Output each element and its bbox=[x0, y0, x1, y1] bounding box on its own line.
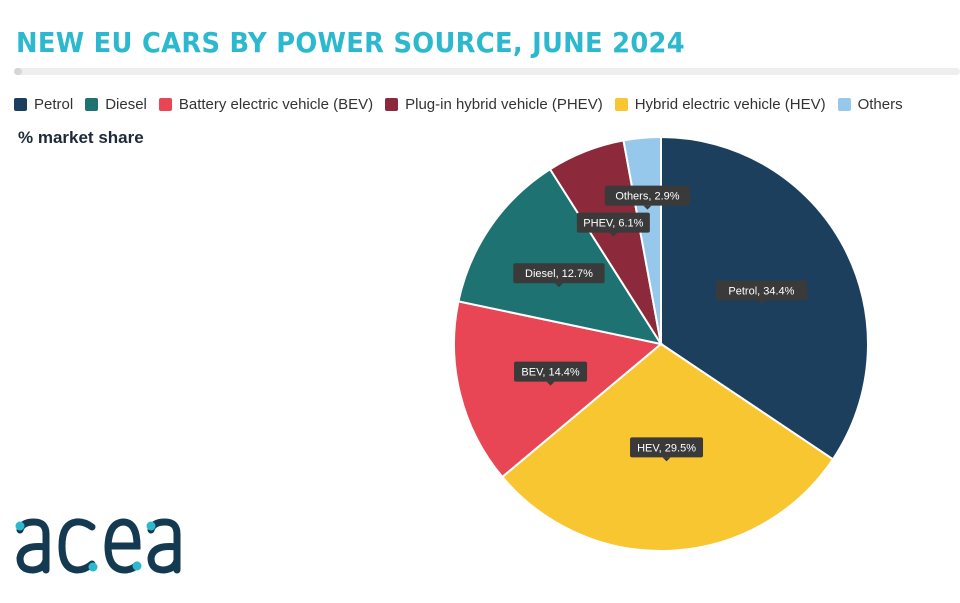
legend-item[interactable]: Diesel bbox=[85, 96, 147, 113]
legend-label: Petrol bbox=[34, 96, 74, 113]
legend-item[interactable]: Petrol bbox=[14, 96, 73, 113]
slice-label-text: BEV, 14.4% bbox=[521, 367, 580, 379]
slice-data-label: Petrol, 34.4% bbox=[715, 280, 808, 305]
chart-title: NEW EU CARS BY POWER SOURCE, JUNE 2024 bbox=[16, 26, 685, 59]
slice-label-box bbox=[576, 212, 650, 233]
slice-label-text: Petrol, 34.4% bbox=[728, 285, 794, 297]
slice-label-pointer bbox=[546, 381, 555, 386]
slice-label-box bbox=[514, 361, 588, 382]
legend-label: Others bbox=[857, 96, 903, 113]
slice-label-pointer bbox=[757, 300, 766, 305]
legend-swatch bbox=[85, 98, 99, 111]
legend-label: Diesel bbox=[105, 96, 147, 113]
legend-label: Hybrid electric vehicle (HEV) bbox=[634, 96, 826, 113]
pie-slice[interactable] bbox=[453, 300, 664, 479]
slice-data-label: HEV, 29.5% bbox=[630, 437, 704, 462]
slice-label-text: Others, 2.9% bbox=[615, 191, 679, 203]
slice-label-pointer bbox=[662, 457, 671, 462]
slice-label-box bbox=[513, 263, 605, 284]
slice-data-label: Diesel, 12.7% bbox=[513, 263, 605, 288]
slice-label-pointer bbox=[643, 205, 652, 210]
slice-label-box bbox=[715, 280, 808, 301]
slice-label-pointer bbox=[554, 283, 563, 288]
slice-label-text: PHEV, 6.1% bbox=[583, 218, 643, 230]
legend-swatch bbox=[14, 98, 27, 111]
legend-label: Plug-in hybrid vehicle (PHEV) bbox=[405, 96, 603, 113]
legend-swatch bbox=[385, 98, 399, 111]
slice-label-box bbox=[604, 185, 691, 206]
slice-data-label: PHEV, 6.1% bbox=[576, 212, 650, 237]
slice-label-box bbox=[630, 437, 704, 458]
legend-swatch bbox=[837, 98, 851, 111]
pie-slice[interactable] bbox=[457, 167, 664, 346]
legend-item[interactable]: Battery electric vehicle (BEV) bbox=[158, 96, 374, 113]
legend-label: Battery electric vehicle (BEV) bbox=[178, 96, 374, 113]
slice-data-label: Others, 2.9% bbox=[604, 185, 691, 210]
slice-data-label: BEV, 14.4% bbox=[514, 361, 588, 386]
slice-label-pointer bbox=[609, 232, 618, 237]
legend-item[interactable]: Others bbox=[837, 96, 903, 113]
legend-swatch bbox=[158, 98, 172, 111]
chart-subtitle: % market share bbox=[18, 128, 144, 147]
legend-item[interactable]: Plug-in hybrid vehicle (PHEV) bbox=[385, 96, 603, 113]
horizontal-scrollbar[interactable] bbox=[14, 68, 960, 75]
slice-label-text: HEV, 29.5% bbox=[637, 442, 696, 454]
chart-legend: Petrol Diesel Battery electric vehicle (BE… bbox=[14, 96, 915, 113]
slice-label-text: Diesel, 12.7% bbox=[525, 268, 593, 280]
scrollbar-thumb[interactable] bbox=[14, 68, 22, 75]
legend-item[interactable]: Hybrid electric vehicle (HEV) bbox=[614, 96, 826, 113]
legend-swatch bbox=[614, 98, 628, 111]
